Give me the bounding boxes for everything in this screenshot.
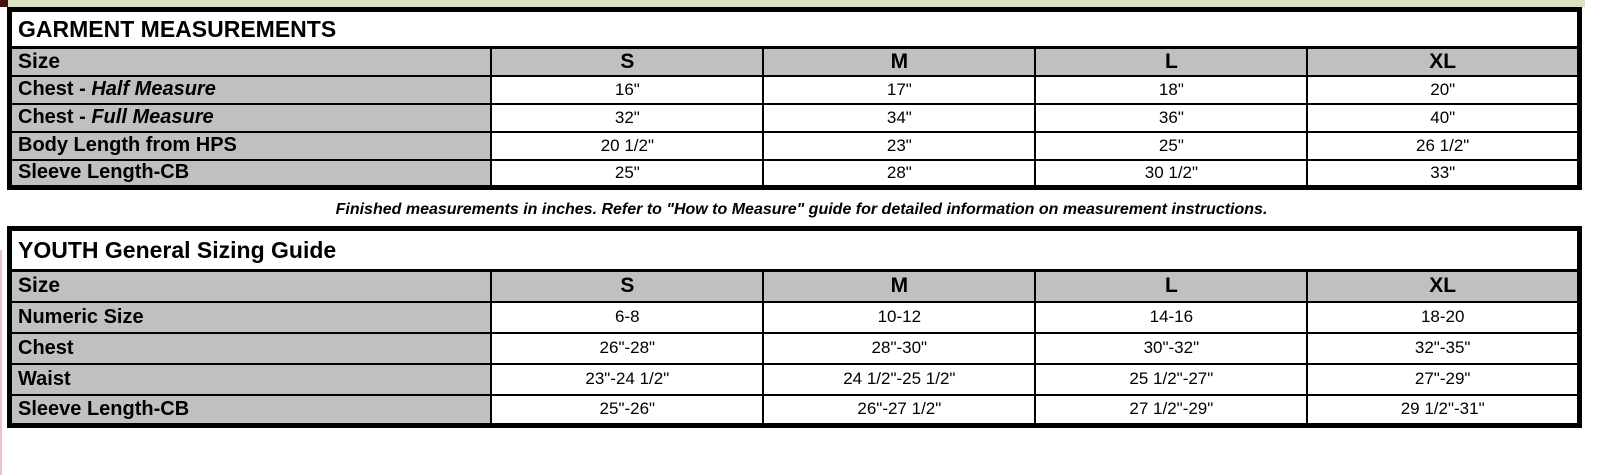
measurement-value: 32" [490, 102, 765, 133]
measurement-value: 23" [762, 130, 1037, 161]
table-header-row: Size S M L XL [8, 269, 1581, 303]
table-row: Sleeve Length-CB 25"-26" 26"-27 1/2" 27 1/2… [8, 393, 1581, 427]
table-header-row: Size S M L XL [8, 46, 1581, 77]
measurement-value: 30"-32" [1034, 331, 1309, 365]
garment-measurements-table: GARMENT MEASUREMENTS Size S M L XL Chest - Hal… [7, 7, 1582, 190]
table-title: GARMENT MEASUREMENTS [8, 8, 1581, 49]
measurement-value: 16" [490, 74, 765, 105]
measurement-value: 33" [1306, 158, 1581, 189]
size-corner-label: Size [8, 46, 493, 77]
table-row: Sleeve Length-CB 25" 28" 30 1/2" 33" [8, 158, 1581, 189]
top-decor-strip [0, 0, 1585, 7]
table-row: Chest - Half Measure 16" 17" 18" 20" [8, 74, 1581, 105]
row-label-italic: Half Measure [91, 78, 216, 100]
measurement-value: 25 1/2"-27" [1034, 362, 1309, 396]
table-row: Waist 23"-24 1/2" 24 1/2"-25 1/2" 25 1/2"-2… [8, 362, 1581, 396]
table-row: Numeric Size 6-8 10-12 14-16 18-20 [8, 300, 1581, 334]
measurement-value: 25"-26" [490, 393, 765, 427]
garment-table-body: GARMENT MEASUREMENTS Size S M L XL Chest - Hal… [8, 8, 1581, 189]
measurement-value: 18-20 [1306, 300, 1581, 334]
corner-square [0, 0, 8, 7]
measurement-value: 29 1/2"-31" [1306, 393, 1581, 427]
size-column-s: S [490, 269, 765, 303]
youth-sizing-guide-table: YOUTH General Sizing Guide Size S M L XL Numer… [7, 226, 1582, 428]
measurement-value: 30 1/2" [1034, 158, 1309, 189]
measurement-value: 20 1/2" [490, 130, 765, 161]
size-chart-sheet: GARMENT MEASUREMENTS Size S M L XL Chest - Hal… [7, 7, 1582, 428]
size-column-l: L [1034, 46, 1309, 77]
row-label: Sleeve Length-CB [8, 393, 493, 427]
measurement-value: 26"-28" [490, 331, 765, 365]
left-edge-sliver [0, 250, 2, 475]
table-row: Body Length from HPS 20 1/2" 23" 25" 26 1/2" [8, 130, 1581, 161]
measurement-value: 34" [762, 102, 1037, 133]
youth-table-body: YOUTH General Sizing Guide Size S M L XL Numer… [8, 227, 1581, 427]
row-label: Chest - Full Measure [8, 102, 493, 133]
table-row: Chest 26"-28" 28"-30" 30"-32" 32"-35" [8, 331, 1581, 365]
measurement-value: 28" [762, 158, 1037, 189]
row-label: Sleeve Length-CB [8, 158, 493, 189]
table-title: YOUTH General Sizing Guide [8, 227, 1581, 272]
measurement-value: 40" [1306, 102, 1581, 133]
table-title-row: GARMENT MEASUREMENTS [8, 8, 1581, 49]
measurement-value: 20" [1306, 74, 1581, 105]
measurement-value: 10-12 [762, 300, 1037, 334]
green-strip [8, 0, 1585, 7]
measurement-value: 6-8 [490, 300, 765, 334]
row-label: Body Length from HPS [8, 130, 493, 161]
row-label: Chest [8, 331, 493, 365]
measurement-value: 24 1/2"-25 1/2" [762, 362, 1037, 396]
measurement-value: 14-16 [1034, 300, 1309, 334]
measurement-value: 23"-24 1/2" [490, 362, 765, 396]
row-label: Numeric Size [8, 300, 493, 334]
size-column-xl: XL [1306, 269, 1581, 303]
size-column-xl: XL [1306, 46, 1581, 77]
row-label-italic: Full Measure [91, 106, 214, 128]
measurement-value: 18" [1034, 74, 1309, 105]
measurement-value: 32"-35" [1306, 331, 1581, 365]
table-title-row: YOUTH General Sizing Guide [8, 227, 1581, 272]
size-column-m: M [762, 46, 1037, 77]
size-column-m: M [762, 269, 1037, 303]
measurement-value: 27"-29" [1306, 362, 1581, 396]
measurement-value: 26"-27 1/2" [762, 393, 1037, 427]
row-label: Chest - Half Measure [8, 74, 493, 105]
size-corner-label: Size [8, 269, 493, 303]
measurement-value: 25" [1034, 130, 1309, 161]
measurement-note: Finished measurements in inches. Refer t… [335, 201, 1268, 218]
measurement-value: 28"-30" [762, 331, 1037, 365]
measurement-value: 17" [762, 74, 1037, 105]
table-row: Chest - Full Measure 32" 34" 36" 40" [8, 102, 1581, 133]
size-column-l: L [1034, 269, 1309, 303]
measurement-value: 36" [1034, 102, 1309, 133]
measurement-value: 26 1/2" [1306, 130, 1581, 161]
row-label: Waist [8, 362, 493, 396]
measurement-value: 27 1/2"-29" [1034, 393, 1309, 427]
size-column-s: S [490, 46, 765, 77]
measurement-value: 25" [490, 158, 765, 189]
